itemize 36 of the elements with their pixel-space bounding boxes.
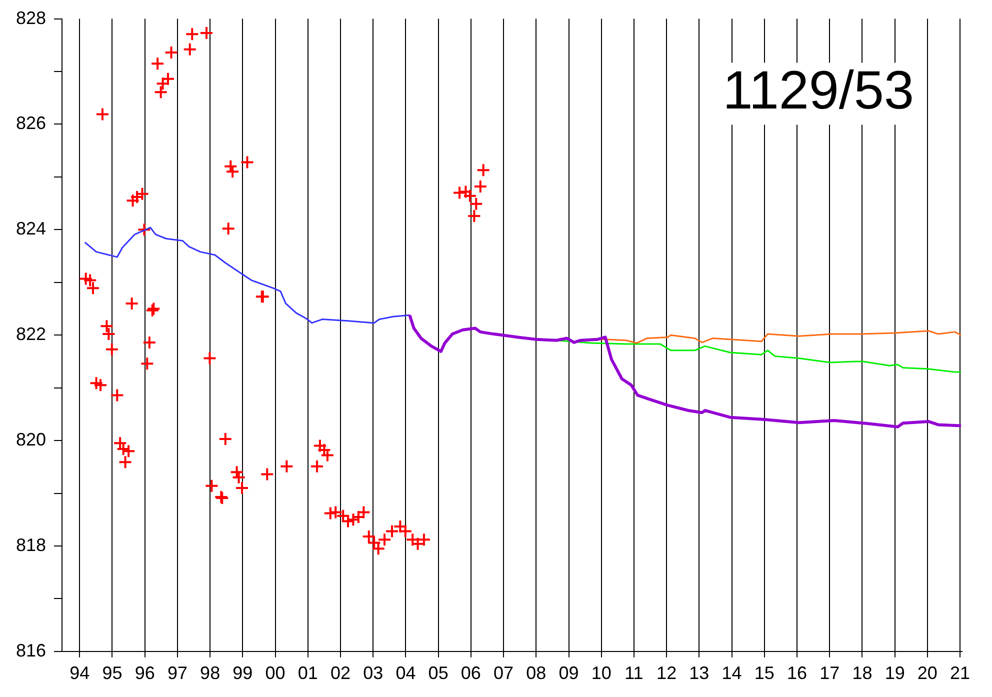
- x-tick-label: 16: [786, 663, 808, 684]
- x-tick-label: 01: [298, 663, 318, 684]
- x-tick-label: 09: [558, 663, 579, 684]
- y-tick-label: 826: [16, 113, 46, 134]
- x-tick-label: 14: [722, 663, 742, 684]
- x-tick-label: 15: [754, 663, 774, 684]
- x-tick-label: 18: [852, 663, 872, 684]
- x-tick-label: 04: [396, 663, 416, 684]
- x-tick-label: 98: [200, 663, 220, 684]
- x-tick-label: 96: [134, 663, 155, 684]
- x-tick-label: 20: [917, 663, 938, 684]
- x-tick-label: 21: [950, 663, 970, 684]
- x-tick-label: 13: [689, 663, 710, 684]
- y-tick-label: 822: [16, 324, 46, 344]
- x-tick-label: 97: [167, 663, 188, 684]
- x-tick-label: 99: [232, 663, 253, 684]
- x-tick-label: 11: [624, 663, 644, 684]
- x-tick-label: 08: [526, 663, 546, 684]
- x-tick-label: 06: [460, 663, 481, 684]
- text: 1129/53: [722, 60, 914, 121]
- x-tick-label: 02: [330, 663, 351, 684]
- x-tick-label: 03: [363, 663, 384, 684]
- x-tick-label: 95: [102, 663, 122, 684]
- y-tick-label: 828: [16, 8, 46, 28]
- x-tick-label: 00: [265, 663, 286, 684]
- y-tick-label: 818: [16, 534, 46, 555]
- x-tick-label: 12: [656, 663, 677, 684]
- x-tick-label: 07: [494, 663, 514, 684]
- x-tick-label: 19: [884, 663, 905, 684]
- x-tick-label: 05: [428, 663, 448, 684]
- y-tick-label: 816: [16, 640, 46, 660]
- x-tick-label: 10: [591, 663, 612, 684]
- x-tick-label: 94: [70, 663, 90, 684]
- x-tick-label: 17: [820, 663, 840, 684]
- y-tick-label: 820: [16, 430, 46, 450]
- y-tick-label: 824: [16, 218, 46, 239]
